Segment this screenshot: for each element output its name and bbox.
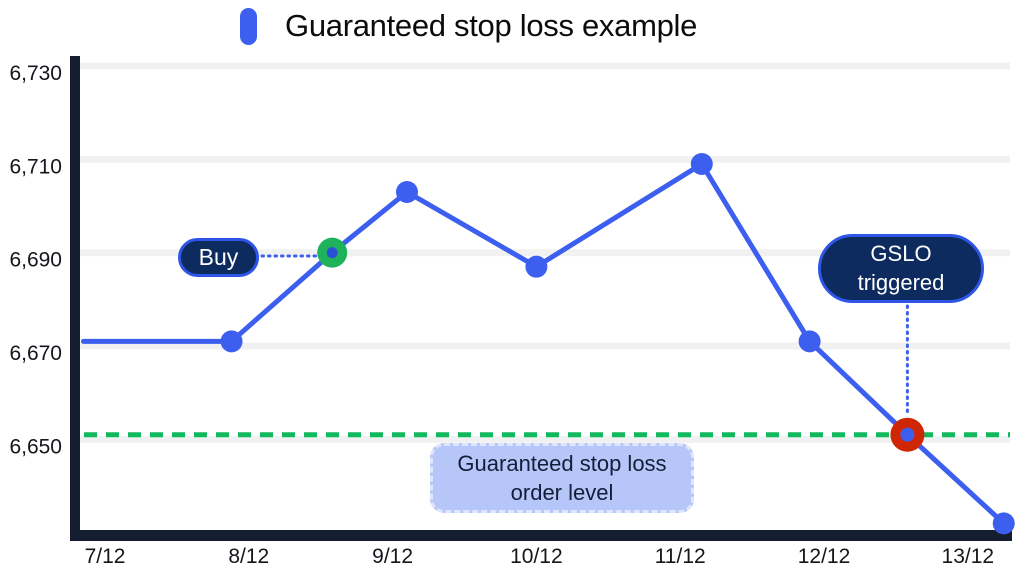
y-tick-label: 6,710	[9, 155, 62, 178]
legend-marker-icon	[240, 8, 257, 45]
y-tick-label: 6,690	[9, 249, 62, 272]
x-tick-label: 12/12	[798, 545, 851, 568]
stop-loss-label-line1: Guaranteed stop loss	[457, 450, 667, 476]
y-gridline	[80, 435, 1010, 443]
x-tick-label: 11/12	[655, 545, 706, 568]
x-tick-label: 9/12	[372, 545, 413, 568]
stop-loss-level-label: Guaranteed stop loss order level	[430, 443, 694, 513]
y-tick-label: 6,730	[9, 62, 62, 85]
y-gridline	[80, 249, 1010, 257]
gslo-annotation-line1: GSLO	[870, 241, 932, 267]
gslo-annotation-line2: triggered	[857, 269, 945, 295]
data-point-dot	[395, 181, 418, 204]
y-tick-label: 6,670	[9, 342, 62, 365]
data-point-dot	[798, 330, 821, 353]
stop-loss-label-line2: order level	[510, 480, 614, 505]
y-tick-label: 6,650	[9, 435, 62, 458]
data-point-dot	[690, 153, 713, 176]
y-gridline	[80, 62, 1010, 70]
buy-annotation-label: Buy	[198, 244, 239, 270]
x-axis	[70, 530, 1012, 541]
x-tick-label: 7/12	[85, 545, 126, 568]
chart-title: Guaranteed stop loss example	[285, 7, 698, 43]
y-gridline	[80, 155, 1010, 163]
buy-marker-center	[326, 247, 338, 259]
data-point-dot	[220, 330, 243, 353]
x-tick-label: 8/12	[228, 545, 269, 568]
gslo-marker-center	[900, 427, 915, 442]
y-axis	[70, 56, 80, 541]
y-gridline	[80, 342, 1010, 350]
x-tick-label: 13/12	[942, 545, 995, 568]
data-point-dot	[992, 512, 1015, 535]
x-tick-label: 10/12	[510, 545, 563, 568]
gslo-annotation-pill: GSLO triggered	[818, 234, 984, 303]
data-point-dot	[525, 255, 548, 278]
buy-annotation-pill: Buy	[178, 238, 259, 277]
chart-header: Guaranteed stop loss example	[240, 6, 697, 45]
